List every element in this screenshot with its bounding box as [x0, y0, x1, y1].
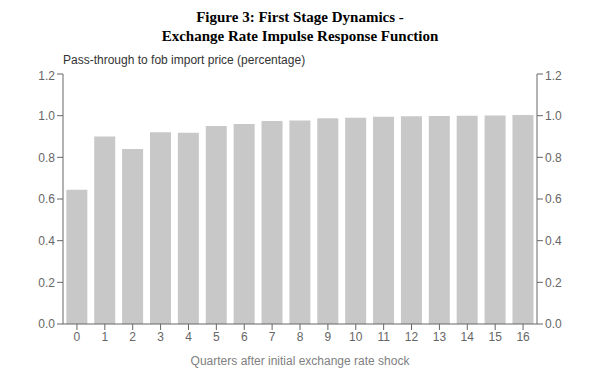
svg-text:6: 6	[241, 330, 248, 344]
html-text:Exchange Rate Impulse Response: Exchange Rate Impulse Response Function	[161, 28, 439, 44]
svg-text:9: 9	[325, 330, 332, 344]
svg-text:7: 7	[269, 330, 276, 344]
svg-text:5: 5	[213, 330, 220, 344]
svg-text:11: 11	[377, 330, 390, 344]
svg-text:16: 16	[516, 330, 530, 344]
svg-text:Quarters after initial exchang: Quarters after initial exchange rate sho…	[191, 354, 411, 368]
html-text:Figure 3: First Stage Dynamics: Figure 3: First Stage Dynamics -	[196, 9, 404, 25]
svg-text:0.4: 0.4	[38, 234, 55, 248]
svg-text:1.0: 1.0	[38, 109, 55, 123]
svg-text:15: 15	[488, 330, 502, 344]
svg-text:1.2: 1.2	[38, 69, 55, 83]
svg-text:0.0: 0.0	[38, 317, 55, 331]
svg-text:14: 14	[461, 330, 475, 344]
svg-text:0.6: 0.6	[545, 192, 562, 206]
svg-text:8: 8	[297, 330, 304, 344]
svg-text:12: 12	[405, 330, 419, 344]
svg-text:10: 10	[349, 330, 363, 344]
svg-text:0.2: 0.2	[38, 276, 55, 290]
svg-text:3: 3	[157, 330, 164, 344]
svg-text:1.2: 1.2	[545, 69, 562, 83]
html-text:Pass-through to fob import pri: Pass-through to fob import price (percen…	[63, 53, 306, 67]
svg-text:4: 4	[185, 330, 192, 344]
svg-text:0.2: 0.2	[545, 276, 562, 290]
svg-text:1: 1	[101, 330, 108, 344]
svg-text:0.8: 0.8	[38, 151, 55, 165]
svg-text:13: 13	[433, 330, 447, 344]
svg-text:0.6: 0.6	[38, 192, 55, 206]
svg-text:0.0: 0.0	[545, 317, 562, 331]
svg-text:1.0: 1.0	[545, 109, 562, 123]
svg-text:0.8: 0.8	[545, 151, 562, 165]
svg-text:0: 0	[74, 330, 81, 344]
svg-text:2: 2	[129, 330, 136, 344]
svg-text:0.4: 0.4	[545, 234, 562, 248]
